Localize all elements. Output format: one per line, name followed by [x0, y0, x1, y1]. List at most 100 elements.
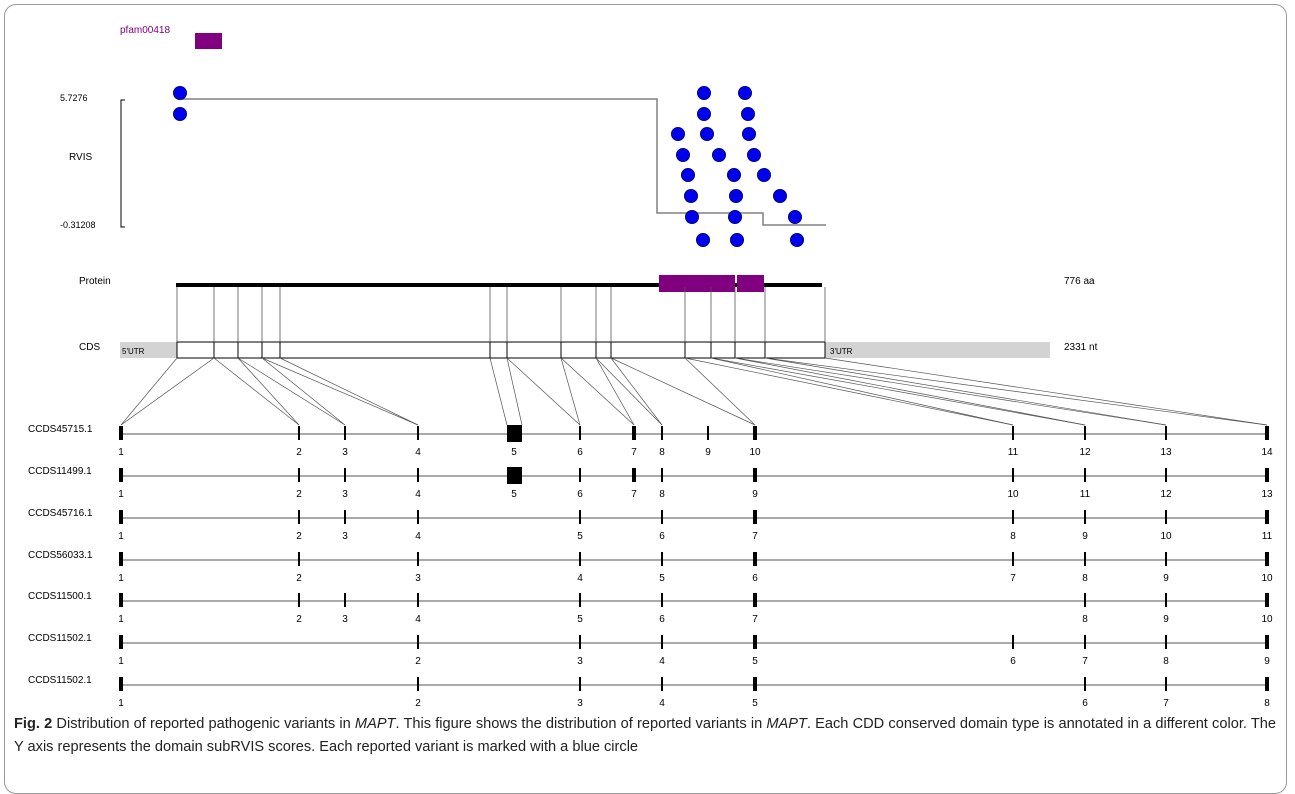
cds-exon-connector [824, 357, 1268, 426]
exon-number-label: 8 [1264, 698, 1270, 709]
variant-marker [676, 148, 690, 162]
exon-number-label: 4 [659, 698, 665, 709]
cds-exon-connector [120, 357, 215, 426]
exon-number-label: 1 [118, 531, 124, 542]
caption-text-3: . Each CDD conserved domain type is anno… [14, 716, 1276, 755]
exon-number-label: 12 [1079, 447, 1091, 458]
rvis-min-label: -0.31208 [60, 220, 96, 230]
variant-marker [738, 86, 752, 100]
subrvis-line [178, 98, 826, 226]
exon-mark [417, 468, 419, 482]
exon-mark [1012, 468, 1014, 482]
exon-number-label: 14 [1261, 447, 1273, 458]
caption-text-1: Distribution of reported pathogenic vari… [52, 716, 355, 732]
exon-mark [1012, 426, 1014, 440]
exon-mark [707, 426, 709, 440]
exon-mark [1084, 552, 1086, 566]
exon-mark [119, 552, 123, 566]
exon-number-label: 8 [1010, 531, 1016, 542]
exon-mark [298, 510, 300, 524]
exon-number-label: 5 [577, 531, 583, 542]
exon-number-label: 7 [631, 447, 637, 458]
exon-number-label: 11 [1008, 447, 1019, 458]
exon-mark [1265, 677, 1269, 691]
variant-marker [697, 107, 711, 121]
cds-exon-connector [506, 357, 581, 426]
exon-number-label: 1 [118, 489, 124, 500]
exon-number-label: 7 [1163, 698, 1169, 709]
exon-mark [632, 468, 636, 482]
variant-marker [790, 233, 804, 247]
exon-number-label: 3 [342, 531, 348, 542]
cds-exon-connector [261, 357, 346, 426]
cds-exon-connector [506, 357, 523, 426]
variant-marker [742, 127, 756, 141]
exon-number-label: 7 [1082, 656, 1088, 667]
exon-number-label: 4 [577, 573, 583, 584]
exon-number-label: 10 [749, 447, 761, 458]
variant-marker [773, 189, 787, 203]
cds-exon-connector [560, 357, 635, 426]
protein-bar [176, 283, 822, 287]
exon-mark [119, 635, 123, 649]
exon-mark [661, 635, 663, 649]
cds-exon-connector [489, 357, 508, 426]
variant-marker [728, 210, 742, 224]
exon-mark [119, 426, 123, 440]
exon-mark [344, 468, 346, 482]
exon-number-label: 8 [659, 489, 665, 500]
variant-marker [681, 168, 695, 182]
exon-number-label: 10 [1160, 531, 1172, 542]
variant-marker [696, 233, 710, 247]
exon-number-label: 2 [415, 656, 421, 667]
exon-mark [579, 552, 581, 566]
cds-length-label: 2331 nt [1064, 342, 1098, 353]
exon-mark [119, 510, 123, 524]
exon-mark [1084, 635, 1086, 649]
exon-mark [119, 593, 123, 607]
exon-number-label: 9 [752, 489, 758, 500]
exon-mark [417, 635, 419, 649]
exon-mark [1084, 510, 1086, 524]
transcript-id-label: CCDS11499.1 [28, 466, 92, 477]
cds-exon-connector [560, 357, 581, 426]
exon-mark [753, 510, 757, 524]
exon-number-label: 8 [1082, 614, 1088, 625]
exon-number-label: 5 [511, 447, 517, 458]
gene-structure-figure: pfam00418 5.7276 RVIS -0.31208 Protein 776 aa… [28, 25, 1273, 709]
variant-marker [697, 86, 711, 100]
exon-mark [507, 425, 522, 442]
exon-number-label: 3 [577, 698, 583, 709]
utr3-label: 3'UTR [830, 347, 853, 356]
variant-marker [712, 148, 726, 162]
exon-mark [661, 552, 663, 566]
exon-number-label: 9 [1264, 656, 1270, 667]
exon-number-label: 1 [118, 447, 124, 458]
exon-mark [119, 468, 123, 482]
exon-mark [417, 510, 419, 524]
exon-number-label: 2 [296, 447, 302, 458]
exon-number-label: 3 [342, 489, 348, 500]
exon-mark [298, 468, 300, 482]
exon-mark [579, 426, 581, 440]
exon-mark [1012, 635, 1014, 649]
transcript-id-label: CCDS11500.1 [28, 591, 92, 602]
exon-number-label: 9 [1163, 614, 1169, 625]
protein-domain [711, 275, 735, 292]
exon-mark [1265, 552, 1269, 566]
exon-mark [1265, 468, 1269, 482]
exon-mark [1165, 677, 1167, 691]
exon-number-label: 9 [705, 447, 711, 458]
exon-mark [417, 426, 419, 440]
exon-number-label: 4 [659, 656, 665, 667]
exon-number-label: 7 [752, 614, 758, 625]
exon-number-label: 4 [415, 614, 421, 625]
exon-number-label: 8 [1163, 656, 1169, 667]
exon-number-label: 10 [1261, 573, 1273, 584]
exon-mark [119, 677, 123, 691]
exon-number-label: 6 [577, 489, 583, 500]
figure-label: Fig. 2 [14, 716, 53, 732]
cds-label: CDS [79, 342, 100, 353]
cds-exon-connector [237, 357, 300, 426]
exon-number-label: 6 [1010, 656, 1016, 667]
